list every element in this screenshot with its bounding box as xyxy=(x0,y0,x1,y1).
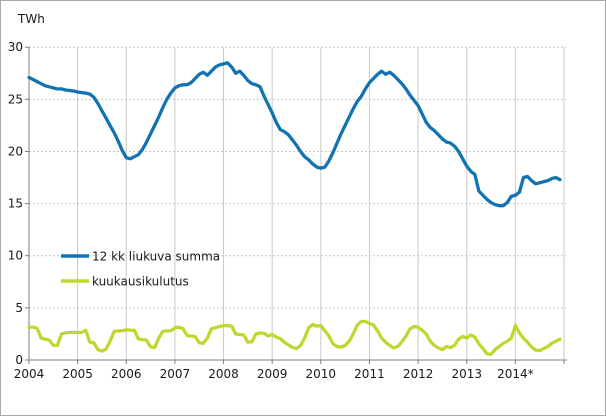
x-tick-label: 2011 xyxy=(354,367,385,381)
x-tick-label: 2013 xyxy=(451,367,482,381)
y-tick-label: 10 xyxy=(8,249,23,263)
horizontal-gridlines xyxy=(29,46,566,309)
x-tick-label: 2008 xyxy=(208,367,239,381)
y-tick-label: 25 xyxy=(8,92,23,106)
vertical-gridlines xyxy=(77,47,565,360)
y-tick-label: 20 xyxy=(8,144,23,158)
x-tick-label: 2012 xyxy=(403,367,434,381)
x-axis-tick-labels: 2004 2005 2006 2007 2008 2009 2010 2011 2012 2013… xyxy=(14,367,534,381)
x-tick-label: 2004 xyxy=(14,367,45,381)
y-tick-label: 0 xyxy=(15,353,23,367)
y-tick-label: 30 xyxy=(8,40,23,54)
x-tick-label: 2006 xyxy=(111,367,142,381)
x-tick-label: 2007 xyxy=(160,367,191,381)
moving-sum-line xyxy=(27,61,562,208)
x-tick-label: 2014* xyxy=(497,367,534,381)
moving-sum-legend-label: 12 kk liukuva summa xyxy=(92,250,220,264)
legend: 12 kk liukuva summa kuukausikulutus xyxy=(61,250,220,289)
x-tick-label: 2010 xyxy=(306,367,337,381)
y-tick-label: 15 xyxy=(8,197,23,211)
axes xyxy=(25,46,567,364)
monthly-consumption-line xyxy=(27,319,562,356)
y-tick-label: 5 xyxy=(15,301,23,315)
y-axis-unit-label: TWh xyxy=(17,12,45,26)
x-tick-label: 2009 xyxy=(257,367,288,381)
x-tick-label: 2005 xyxy=(62,367,93,381)
y-axis-tick-labels: 0 5 10 15 20 25 30 xyxy=(8,40,23,367)
monthly-consumption-legend-label: kuukausikulutus xyxy=(92,275,189,289)
